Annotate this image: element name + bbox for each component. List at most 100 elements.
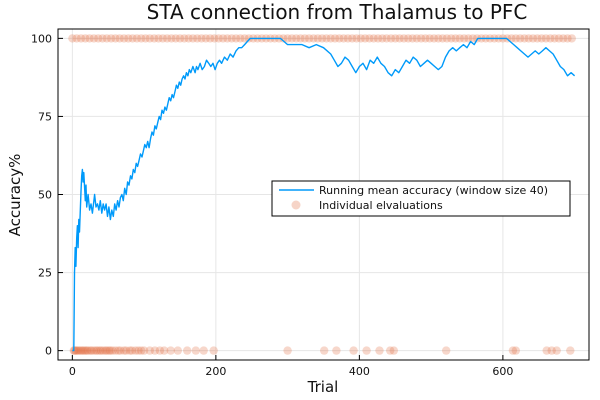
scatter-point <box>395 34 404 43</box>
scatter-point <box>416 34 426 43</box>
scatter-point <box>567 34 576 43</box>
scatter-point <box>412 34 421 43</box>
scatter-point <box>101 346 110 355</box>
scatter-point <box>425 34 434 43</box>
scatter-point <box>111 34 120 43</box>
scatter-point <box>111 346 120 355</box>
scatter-point <box>447 34 456 43</box>
scatter-point <box>150 34 159 43</box>
legend: Running mean accuracy (window size 40) I… <box>271 180 571 217</box>
scatter-point <box>542 346 551 355</box>
scatter-point <box>520 34 529 43</box>
scatter-point <box>108 346 117 355</box>
scatter-point <box>566 346 575 355</box>
scatter-point <box>79 346 89 355</box>
scatter-point <box>210 34 219 43</box>
scatter-point <box>115 34 124 43</box>
x-axis-ticks: 0 200 400 600 <box>69 355 513 378</box>
scatter-point <box>550 34 559 43</box>
scatter-point <box>86 346 95 355</box>
chart-title: STA connection from Thalamus to PFC <box>147 0 528 24</box>
scatter-point <box>320 346 329 355</box>
scatter-point <box>317 34 327 43</box>
scatter-point <box>464 34 473 43</box>
scatter-point <box>283 34 292 43</box>
scatter-point <box>173 346 182 355</box>
scatter-point <box>296 34 305 43</box>
y-tick-label: 75 <box>38 110 52 123</box>
scatter-point <box>134 346 143 355</box>
scatter-point <box>287 34 297 43</box>
scatter-point <box>339 34 348 43</box>
scatter-point <box>348 34 357 43</box>
scatter-point <box>81 346 90 355</box>
scatter-point <box>442 346 451 355</box>
scatter-point <box>369 34 378 43</box>
scatter-point <box>145 34 154 43</box>
scatter-point <box>399 34 409 43</box>
scatter-point <box>300 34 309 43</box>
scatter-point <box>197 34 206 43</box>
scatter-point <box>141 34 150 43</box>
scatter-point <box>72 346 81 355</box>
y-tick-label: 0 <box>45 345 52 358</box>
legend-entry-individual: Individual elvaluations <box>319 199 443 212</box>
scatter-point <box>191 346 200 355</box>
scatter-point <box>106 346 115 355</box>
x-tick-label: 600 <box>492 365 513 378</box>
scatter-point <box>515 34 525 43</box>
scatter-point <box>76 34 86 43</box>
scatter-point <box>106 34 116 43</box>
scatter-point <box>209 346 218 355</box>
scatter-point <box>93 346 102 355</box>
scatter-point <box>349 346 358 355</box>
scatter-point <box>119 34 129 43</box>
scatter-point <box>459 34 469 43</box>
scatter-point <box>223 34 232 43</box>
scatter-point <box>116 346 125 355</box>
scatter-point <box>95 346 104 355</box>
scatter-point <box>313 34 322 43</box>
scatter-point <box>283 346 292 355</box>
scatter-point <box>537 34 546 43</box>
scatter-point <box>508 346 518 355</box>
scatter-point <box>408 34 417 43</box>
scatter-point <box>386 346 395 355</box>
scatter-point <box>128 34 137 43</box>
scatter-point <box>122 346 131 355</box>
scatter-point <box>546 34 555 43</box>
scatter-point <box>154 34 163 43</box>
scatter-point <box>76 346 86 355</box>
scatter-point <box>563 34 572 43</box>
scatter-point <box>166 346 175 355</box>
scatter-point <box>102 346 112 355</box>
scatter-point <box>119 346 129 355</box>
scatter-point <box>81 34 90 43</box>
scatter-point <box>559 34 568 43</box>
scatter-point <box>541 34 551 43</box>
scatter-point <box>528 34 538 43</box>
scatter-point <box>145 346 154 355</box>
scatter-point <box>87 346 96 355</box>
scatter-point <box>214 34 223 43</box>
scatter-point <box>404 34 413 43</box>
scatter-point <box>429 34 439 43</box>
scatter-point <box>322 34 331 43</box>
scatter-point <box>442 34 452 43</box>
scatter-point <box>552 346 561 355</box>
scatter-point <box>160 346 169 355</box>
scatter-layer <box>68 34 576 355</box>
scatter-point <box>78 346 87 355</box>
scatter-point <box>188 34 198 43</box>
scatter-point <box>365 34 374 43</box>
scatter-point <box>511 346 520 355</box>
scatter-point <box>389 346 398 355</box>
scatter-point <box>96 346 106 355</box>
scatter-point <box>386 34 396 43</box>
scatter-point <box>332 346 341 355</box>
scatter-point <box>547 346 556 355</box>
scatter-point <box>356 34 365 43</box>
scatter-point <box>240 34 249 43</box>
scatter-point <box>137 34 146 43</box>
scatter-point <box>511 34 520 43</box>
